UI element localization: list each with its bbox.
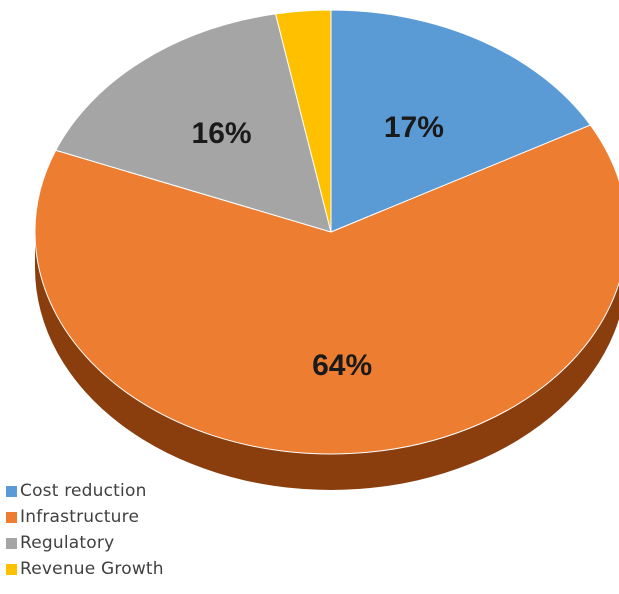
pie-side-infrastructure bbox=[35, 232, 619, 490]
pie-side-walls bbox=[35, 232, 619, 490]
legend-label: Cost reduction bbox=[20, 481, 147, 501]
legend-item-revenue-growth[interactable]: Revenue Growth bbox=[6, 556, 164, 582]
pie-slice-revenue-growth[interactable] bbox=[274, 9, 332, 233]
pie-data-labels: 17%64%16%3% bbox=[192, 111, 444, 382]
data-label-infrastructure: 64% bbox=[312, 349, 372, 382]
pie-slice-infrastructure[interactable] bbox=[34, 124, 619, 455]
legend-label: Infrastructure bbox=[20, 507, 140, 527]
legend-swatch bbox=[6, 485, 17, 497]
legend-swatch bbox=[6, 537, 17, 549]
pie-slice-cost-reduction[interactable] bbox=[330, 9, 592, 233]
legend: Cost reduction Infrastructure Regulatory… bbox=[6, 478, 164, 582]
legend-item-regulatory[interactable]: Regulatory bbox=[6, 530, 164, 556]
data-label-cost-reduction: 17% bbox=[384, 111, 444, 144]
legend-label: Revenue Growth bbox=[20, 559, 164, 579]
pie-top-slices bbox=[34, 9, 619, 455]
legend-background bbox=[6, 478, 210, 518]
legend-swatch bbox=[6, 511, 17, 523]
legend-item-infrastructure[interactable]: Infrastructure bbox=[6, 504, 164, 530]
legend-item-cost-reduction[interactable]: Cost reduction bbox=[6, 478, 164, 504]
legend-swatch bbox=[6, 563, 17, 575]
data-label-regulatory: 16% bbox=[192, 117, 252, 150]
legend-label: Regulatory bbox=[20, 533, 115, 553]
pie-slice-regulatory[interactable] bbox=[55, 13, 332, 233]
